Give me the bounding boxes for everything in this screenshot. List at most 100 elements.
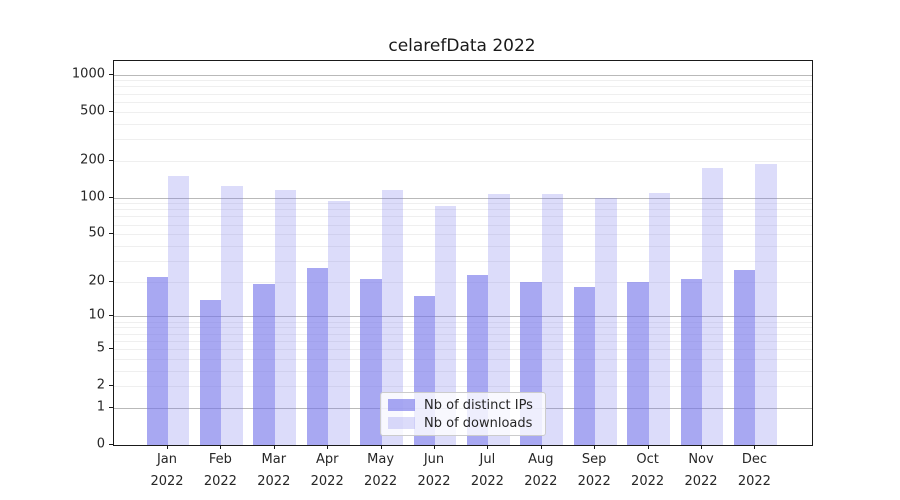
y-tick-mark: [109, 347, 113, 349]
x-tick-mark: [167, 445, 168, 449]
bar-downloads: [221, 186, 243, 445]
x-tick-label: Nov 2022: [684, 452, 718, 489]
gridline-minor: [114, 123, 812, 125]
bar-distinct-ips: [253, 284, 275, 445]
y-tick-label: 1000: [71, 66, 105, 81]
gridline-minor: [114, 333, 812, 335]
x-tick-label: Jan 2022: [150, 452, 184, 489]
x-tick-mark: [220, 445, 222, 449]
bar-downloads: [541, 194, 564, 445]
y-tick-mark: [109, 280, 113, 282]
gridline-minor: [114, 111, 812, 113]
x-tick-mark: [540, 445, 542, 449]
plot-area: [113, 60, 813, 446]
bar-downloads: [755, 163, 777, 445]
bar-distinct-ips: [200, 299, 222, 445]
bar-downloads: [274, 190, 297, 445]
bar-downloads: [381, 190, 403, 445]
gridline-minor: [114, 86, 812, 88]
y-tick-label: 0: [96, 436, 105, 452]
y-tick-label: 500: [80, 103, 105, 119]
x-tick-mark: [434, 445, 435, 449]
y-tick-label: 5: [96, 340, 105, 356]
x-tick-mark: [380, 445, 382, 449]
y-tick-mark: [109, 196, 113, 198]
chart-title: celarefData 2022: [388, 36, 536, 56]
gridline-major: [114, 197, 812, 199]
gridline-minor: [114, 80, 812, 82]
gridline-major: [114, 74, 812, 76]
bar-distinct-ips: [306, 268, 329, 445]
y-tick-label: 10: [88, 307, 105, 323]
gridline-minor: [114, 138, 812, 140]
bar-downloads: [435, 205, 457, 445]
gridline-minor: [114, 216, 812, 218]
x-tick-label: Sep 2022: [577, 452, 611, 489]
gridline-minor: [114, 101, 812, 103]
x-tick-label: Dec 2022: [737, 452, 771, 489]
bar-downloads: [595, 197, 617, 445]
gridline-minor: [114, 370, 812, 372]
gridline-minor: [114, 245, 812, 247]
y-tick-mark: [109, 385, 113, 387]
gridline-minor: [114, 281, 812, 283]
gridline-minor: [114, 321, 812, 323]
bar-downloads: [648, 192, 670, 445]
x-tick-mark: [487, 445, 489, 449]
x-tick-mark: [273, 445, 275, 449]
y-tick-mark: [109, 406, 113, 408]
y-tick-label: 200: [80, 152, 105, 168]
bar-distinct-ips: [680, 279, 702, 445]
x-tick-label: May 2022: [364, 452, 398, 489]
bar-downloads: [168, 175, 190, 445]
y-tick-label: 100: [80, 189, 105, 204]
bar-distinct-ips: [627, 281, 649, 445]
x-tick-label: Apr 2022: [310, 452, 344, 489]
bar-downloads: [488, 194, 510, 445]
y-tick-mark: [109, 159, 113, 161]
x-tick-label: Jun 2022: [417, 452, 451, 489]
gridline-minor: [114, 224, 812, 226]
y-tick-mark: [109, 233, 113, 235]
legend: Nb of distinct IPs Nb of downloads: [380, 392, 546, 436]
bar-distinct-ips: [360, 279, 382, 445]
bar-distinct-ips: [734, 270, 756, 445]
legend-item-downloads: Nb of downloads: [388, 415, 538, 431]
gridline-minor: [114, 260, 812, 262]
x-tick-label: Jul 2022: [470, 452, 504, 489]
y-tick-mark: [109, 73, 113, 75]
y-tick-label: 20: [88, 273, 105, 289]
gridline-minor: [114, 209, 812, 211]
x-tick-mark: [594, 445, 596, 449]
x-tick-label: Mar 2022: [257, 452, 291, 489]
gridline-minor: [114, 340, 812, 342]
gridline-minor: [114, 327, 812, 329]
gridline-minor: [114, 234, 812, 236]
bar-distinct-ips: [573, 287, 596, 445]
y-tick-mark: [109, 110, 113, 112]
gridline-minor: [114, 358, 812, 360]
legend-label-distinct-ips: Nb of distinct IPs: [424, 397, 533, 413]
x-tick-mark: [701, 445, 702, 449]
legend-item-distinct-ips: Nb of distinct IPs: [388, 397, 538, 413]
legend-swatch-downloads: [388, 417, 415, 429]
x-tick-label: Oct 2022: [631, 452, 665, 489]
gridline-major: [114, 316, 812, 318]
legend-swatch-distinct-ips: [388, 399, 415, 411]
bar-downloads: [702, 167, 724, 445]
gridline-minor: [114, 93, 812, 95]
gridline-minor: [114, 348, 812, 350]
y-tick-label: 1: [96, 399, 105, 415]
y-tick-mark: [109, 444, 113, 445]
bar-distinct-ips: [146, 276, 168, 445]
y-tick-mark: [109, 315, 113, 317]
gridline-minor: [114, 203, 812, 205]
gridline-minor: [114, 160, 812, 162]
x-tick-mark: [327, 445, 329, 449]
y-tick-label: 50: [88, 225, 105, 241]
bar-downloads: [328, 200, 350, 445]
x-tick-mark: [647, 445, 649, 449]
x-tick-mark: [754, 445, 756, 449]
legend-label-downloads: Nb of downloads: [424, 415, 533, 431]
